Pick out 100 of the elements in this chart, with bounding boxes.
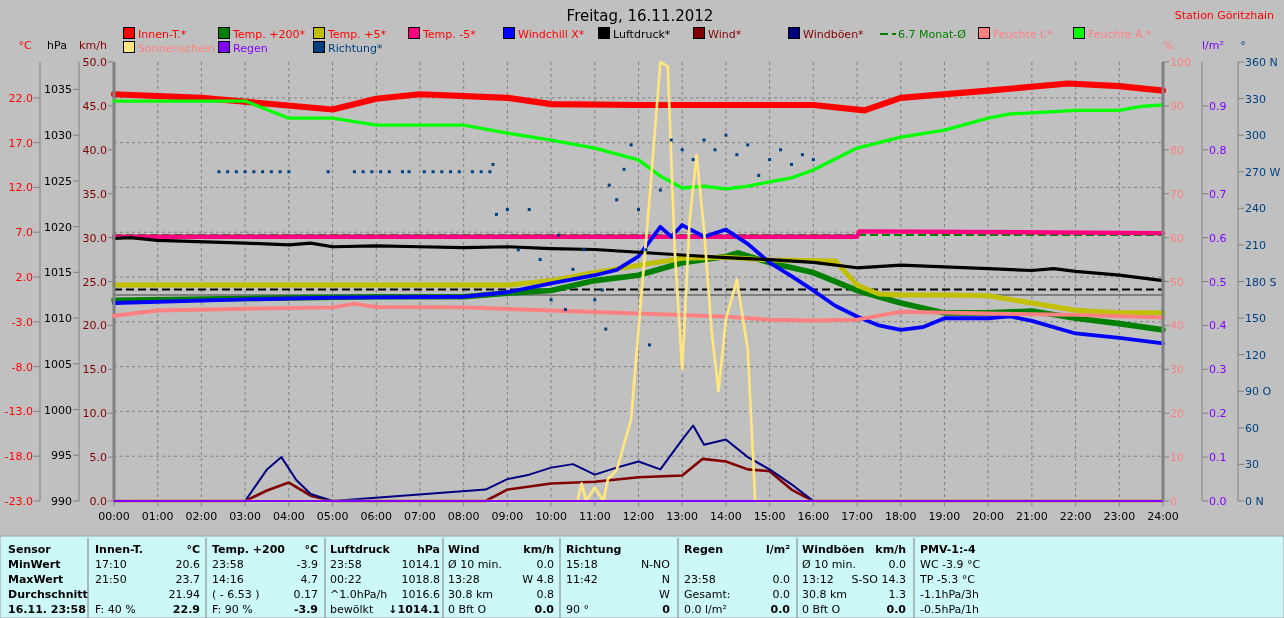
y3-tick-label: 40.0 <box>82 143 107 157</box>
text: Luftdruck <box>330 543 391 556</box>
text: 14:16 <box>212 573 244 586</box>
text: 0 Bft O <box>802 603 841 616</box>
text: 21:50 <box>95 573 127 586</box>
text: MaxWert <box>8 573 64 586</box>
y-tick-label: -3.0 <box>11 315 33 329</box>
text: 13:28 <box>448 573 480 586</box>
y3-tick-label: 0 N <box>1245 495 1264 508</box>
text: 0.0 <box>534 603 555 616</box>
y2-tick-label: 1015 <box>44 266 72 280</box>
y-tick-label: 2.0 <box>15 271 33 285</box>
y2-tick-label: 1035 <box>44 83 72 97</box>
text: °C <box>304 543 318 556</box>
legend-label: Sonnenschein <box>138 42 215 55</box>
text: ( - 6.53 ) <box>212 588 260 601</box>
y2-tick-label: 995 <box>51 449 72 463</box>
text: N <box>661 573 670 586</box>
y-tick-label: 10 <box>1170 451 1184 465</box>
text: 0 Bft O <box>448 603 487 616</box>
y-tick-label: 50 <box>1170 275 1184 289</box>
y-tick-label: 100 <box>1170 56 1191 69</box>
x-tick-label: 00:00 <box>98 510 130 523</box>
text: 23.7 <box>175 573 200 586</box>
y3-tick-label: 300 <box>1245 129 1266 143</box>
y-tick-label: 7.0 <box>15 226 33 240</box>
text: Innen-T. <box>95 543 144 556</box>
text: 0 <box>662 603 671 616</box>
y2-tick-label: 1020 <box>44 220 72 234</box>
x-tick-label: 04:00 <box>272 510 305 523</box>
text: S-SO 14.3 <box>851 573 906 586</box>
y-tick-label: 0 <box>1170 495 1177 508</box>
y3-tick-label: 35.0 <box>82 187 107 201</box>
text: 0.8 <box>536 588 554 601</box>
text: Wind <box>448 543 480 556</box>
legend-label: Innen-T.* <box>138 28 187 41</box>
text: 17:10 <box>95 558 127 571</box>
x-tick-label: 17:00 <box>841 510 873 523</box>
text: 20.6 <box>175 558 200 571</box>
x-tick-label: 18:00 <box>884 510 917 523</box>
y3-tick-label: 270 W <box>1245 165 1281 179</box>
y-tick-label: -8.0 <box>11 360 33 374</box>
y2-tick-label: 0.9 <box>1209 99 1227 113</box>
text: ^1.0hPa/h <box>330 588 388 601</box>
y-tick-label: -13.0 <box>4 405 33 419</box>
text: PMV-1:-4 <box>920 543 976 556</box>
text: 30.8 km <box>802 588 848 601</box>
y-tick-label: 40 <box>1170 319 1184 333</box>
x-tick-label: 22:00 <box>1059 510 1092 523</box>
text: °C <box>186 543 200 556</box>
legend-label: Temp. +5* <box>327 28 387 41</box>
y3-tick-label: 360 N <box>1245 56 1278 69</box>
y2-tick-label: 0.1 <box>1209 451 1227 465</box>
text: 21.94 <box>168 588 200 601</box>
y2-tick-label: 0.2 <box>1209 407 1227 421</box>
legend-label: Luftdruck* <box>613 28 671 41</box>
y2-tick-label: 1030 <box>44 129 72 143</box>
text: 0.0 <box>888 558 906 571</box>
y3-tick-label: 90 O <box>1245 385 1272 399</box>
legend-label: Windböen* <box>803 28 865 41</box>
text: Regen <box>684 543 724 556</box>
y-tick-label: 90 <box>1170 99 1184 113</box>
y2-tick-label: 0.3 <box>1209 363 1227 377</box>
legend-label: Richtung* <box>328 42 383 55</box>
text: 0.17 <box>293 588 318 601</box>
text: ↓1014.1 <box>388 603 440 616</box>
text: 11:42 <box>566 573 598 586</box>
y-axis-title: % <box>1162 39 1174 52</box>
text: 0.0 <box>536 558 554 571</box>
y2-tick-label: 1000 <box>44 403 72 417</box>
legend-label: Regen <box>233 42 268 55</box>
x-tick-label: 02:00 <box>185 510 218 523</box>
y3-axis-title: km/h <box>79 39 107 52</box>
y3-tick-label: 20.0 <box>82 319 107 333</box>
text: 13:12 <box>802 573 834 586</box>
y3-tick-label: 210 <box>1245 238 1266 252</box>
y3-tick-label: 15.0 <box>82 363 107 377</box>
text: 1.3 <box>888 588 906 601</box>
y-tick-label: 20 <box>1170 407 1184 421</box>
x-tick-label: 06:00 <box>360 510 393 523</box>
text: 0.0 <box>770 603 791 616</box>
x-tick-label: 24:00 <box>1147 510 1179 523</box>
y3-tick-label: 150 <box>1245 312 1266 326</box>
y-axis-title: °C <box>18 39 32 52</box>
text: l/m² <box>765 543 791 556</box>
y3-tick-label: 330 <box>1245 92 1266 106</box>
y3-tick-label: 180 S <box>1245 275 1277 289</box>
text: km/h <box>523 543 554 556</box>
y-tick-label: 17.0 <box>8 136 33 150</box>
x-tick-label: 12:00 <box>622 510 655 523</box>
y3-tick-label: 5.0 <box>89 451 107 465</box>
text: 22.9 <box>172 603 200 616</box>
text: hPa <box>416 543 440 556</box>
y2-tick-label: 1005 <box>44 357 72 371</box>
text: N-NO <box>640 558 671 571</box>
text: 15:18 <box>566 558 598 571</box>
text: 23:58 <box>330 558 362 571</box>
legend-label: Wind* <box>708 28 742 41</box>
text: F: 40 % <box>95 603 136 616</box>
y2-axis-title: hPa <box>47 39 67 52</box>
